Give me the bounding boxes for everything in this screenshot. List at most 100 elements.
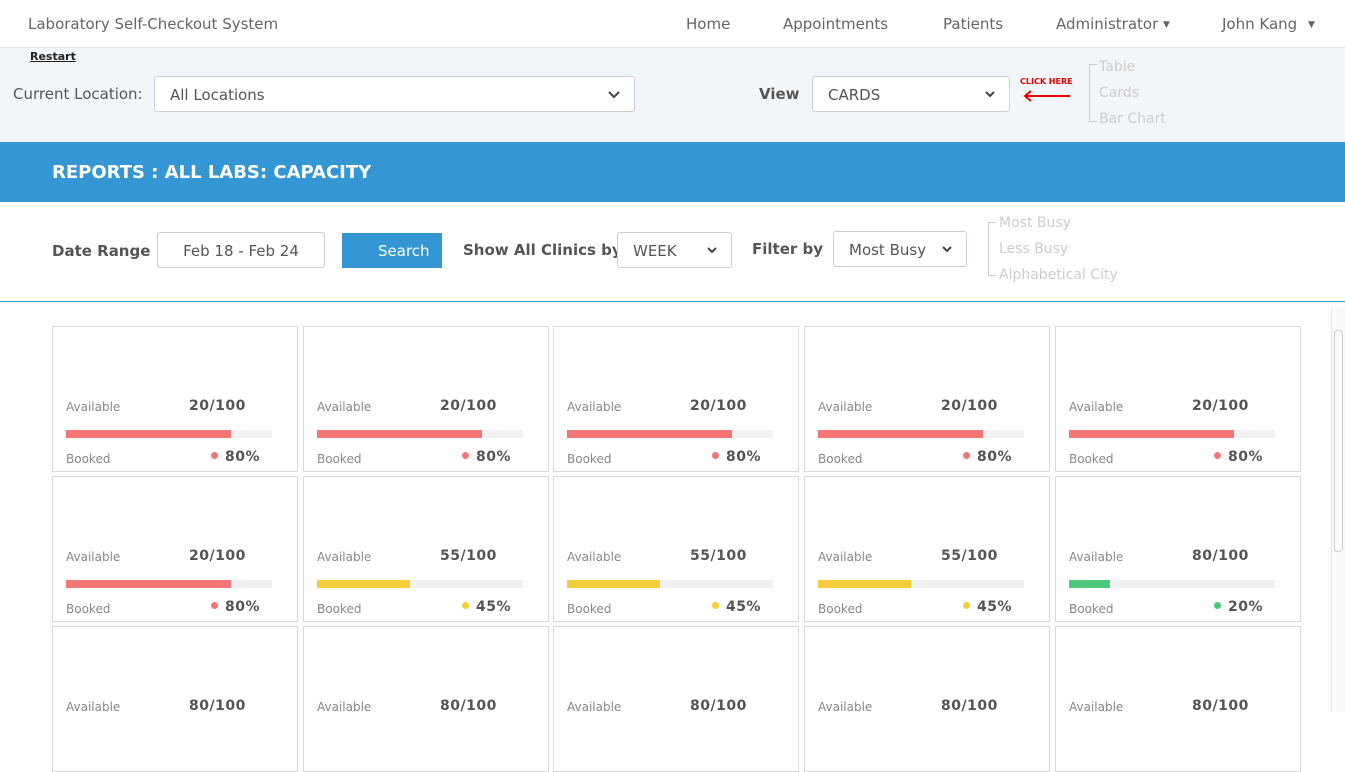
available-label: Available: [567, 700, 622, 714]
capacity-card[interactable]: Available 20/100 Booked 80%: [303, 326, 549, 472]
nav-link[interactable]: Patients: [943, 15, 1004, 33]
capacity-card[interactable]: Available 55/100 Booked 45%: [303, 476, 549, 622]
capacity-card[interactable]: Available 80/100: [804, 626, 1050, 772]
nav-link[interactable]: Home: [686, 15, 731, 33]
capacity-card[interactable]: Available 80/100: [303, 626, 549, 772]
hint-arrow: [1023, 90, 1070, 102]
filter-option: Most Busy: [999, 215, 1071, 231]
booked-label: Booked: [818, 452, 863, 466]
status-dot: [462, 452, 469, 459]
bar-fill: [818, 430, 983, 438]
capacity-card[interactable]: Available 80/100: [52, 626, 298, 772]
bar-fill: [818, 580, 911, 588]
available-value: 80/100: [1192, 698, 1249, 714]
capacity-card[interactable]: Available 80/100: [553, 626, 799, 772]
capacity-card[interactable]: Available 20/100 Booked 80%: [804, 326, 1050, 472]
hint-text: CLICK HERE: [1020, 77, 1073, 86]
brand[interactable]: Laboratory Self-Checkout System: [28, 15, 279, 33]
view-option: Bar Chart: [1099, 111, 1166, 127]
bar-track: [1069, 580, 1275, 588]
booked-label: Booked: [317, 452, 362, 466]
bar-fill: [567, 430, 732, 438]
status-dot: [462, 602, 469, 609]
booked-label: Booked: [66, 602, 111, 616]
available-value: 80/100: [440, 698, 497, 714]
capacity-card[interactable]: Available 80/100: [1055, 626, 1301, 772]
booked-label: Booked: [317, 602, 362, 616]
booked-percent: 20%: [1214, 599, 1263, 615]
chevron: [942, 246, 952, 253]
available-label: Available: [567, 400, 622, 414]
date-input[interactable]: Feb 18 - Feb 24: [157, 232, 325, 268]
available-label: Available: [818, 400, 873, 414]
location-value: All Locations: [170, 86, 265, 104]
booked-label: Booked: [66, 452, 111, 466]
filter-value: Most Busy: [849, 241, 927, 259]
scroll-thumb[interactable]: [1334, 330, 1343, 552]
location-select[interactable]: All Locations: [154, 76, 635, 112]
page: {"nav":{"brand":"Laboratory Self-Checkou…: [0, 15, 1345, 772]
bar-fill: [1069, 430, 1234, 438]
location-label: Current Location:: [13, 85, 143, 103]
filter-select[interactable]: Most Busy: [833, 231, 967, 267]
booked-value: 80%: [977, 449, 1013, 465]
banner-title: REPORTS : ALL LABS: CAPACITY: [52, 162, 372, 183]
capacity-card[interactable]: Available 55/100 Booked 45%: [553, 476, 799, 622]
view-label: View: [759, 85, 800, 103]
available-value: 20/100: [690, 398, 747, 414]
search-button[interactable]: Search: [342, 233, 442, 268]
status-dot: [211, 602, 218, 609]
available-value: 20/100: [189, 398, 246, 414]
available-label: Available: [1069, 550, 1124, 564]
booked-value: 80%: [1228, 449, 1264, 465]
chevron: [707, 247, 717, 254]
available-value: 20/100: [941, 398, 998, 414]
capacity-card[interactable]: Available 20/100 Booked 80%: [52, 476, 298, 622]
status-dot: [963, 452, 970, 459]
group-value: WEEK: [633, 242, 677, 260]
available-value: 80/100: [1192, 548, 1249, 564]
scrollbar[interactable]: [1331, 308, 1345, 712]
capacity-card[interactable]: Available 80/100 Booked 20%: [1055, 476, 1301, 622]
nav-link[interactable]: John Kang: [1222, 15, 1298, 33]
status-dot: [1214, 452, 1221, 459]
caret: ▼: [1308, 20, 1315, 30]
date-value: Feb 18 - Feb 24: [183, 242, 299, 260]
booked-value: 80%: [476, 449, 512, 465]
booked-percent: 80%: [712, 449, 761, 465]
bar-fill: [66, 580, 231, 588]
bar-fill: [317, 580, 410, 588]
booked-value: 45%: [476, 599, 512, 615]
bar-track: [567, 580, 773, 588]
booked-percent: 80%: [211, 449, 260, 465]
booked-percent: 45%: [963, 599, 1012, 615]
bar-track: [317, 430, 523, 438]
available-value: 80/100: [189, 698, 246, 714]
filters: Date Range Feb 18 - Feb 24 Search Show A…: [0, 202, 1345, 302]
chevron: [985, 91, 995, 98]
view-select[interactable]: CARDS: [812, 76, 1010, 112]
bracket: [988, 222, 996, 276]
available-label: Available: [66, 700, 121, 714]
restart-link[interactable]: Restart: [30, 50, 76, 63]
booked-label: Booked: [567, 452, 612, 466]
bar-track: [1069, 430, 1275, 438]
available-label: Available: [66, 400, 121, 414]
capacity-card[interactable]: Available 20/100 Booked 80%: [1055, 326, 1301, 472]
bar-track: [818, 430, 1024, 438]
capacity-card[interactable]: Available 20/100 Booked 80%: [553, 326, 799, 472]
available-value: 80/100: [690, 698, 747, 714]
booked-percent: 80%: [211, 599, 260, 615]
booked-label: Booked: [818, 602, 863, 616]
booked-value: 80%: [225, 449, 261, 465]
nav-link[interactable]: Appointments: [783, 15, 889, 33]
group-select[interactable]: WEEK: [617, 232, 732, 268]
capacity-card[interactable]: Available 55/100 Booked 45%: [804, 476, 1050, 622]
booked-percent: 80%: [462, 449, 511, 465]
chevron: [608, 91, 620, 99]
capacity-card[interactable]: Available 20/100 Booked 80%: [52, 326, 298, 472]
available-value: 20/100: [1192, 398, 1249, 414]
nav-link[interactable]: Administrator: [1056, 15, 1159, 33]
booked-label: Booked: [567, 602, 612, 616]
available-label: Available: [818, 550, 873, 564]
